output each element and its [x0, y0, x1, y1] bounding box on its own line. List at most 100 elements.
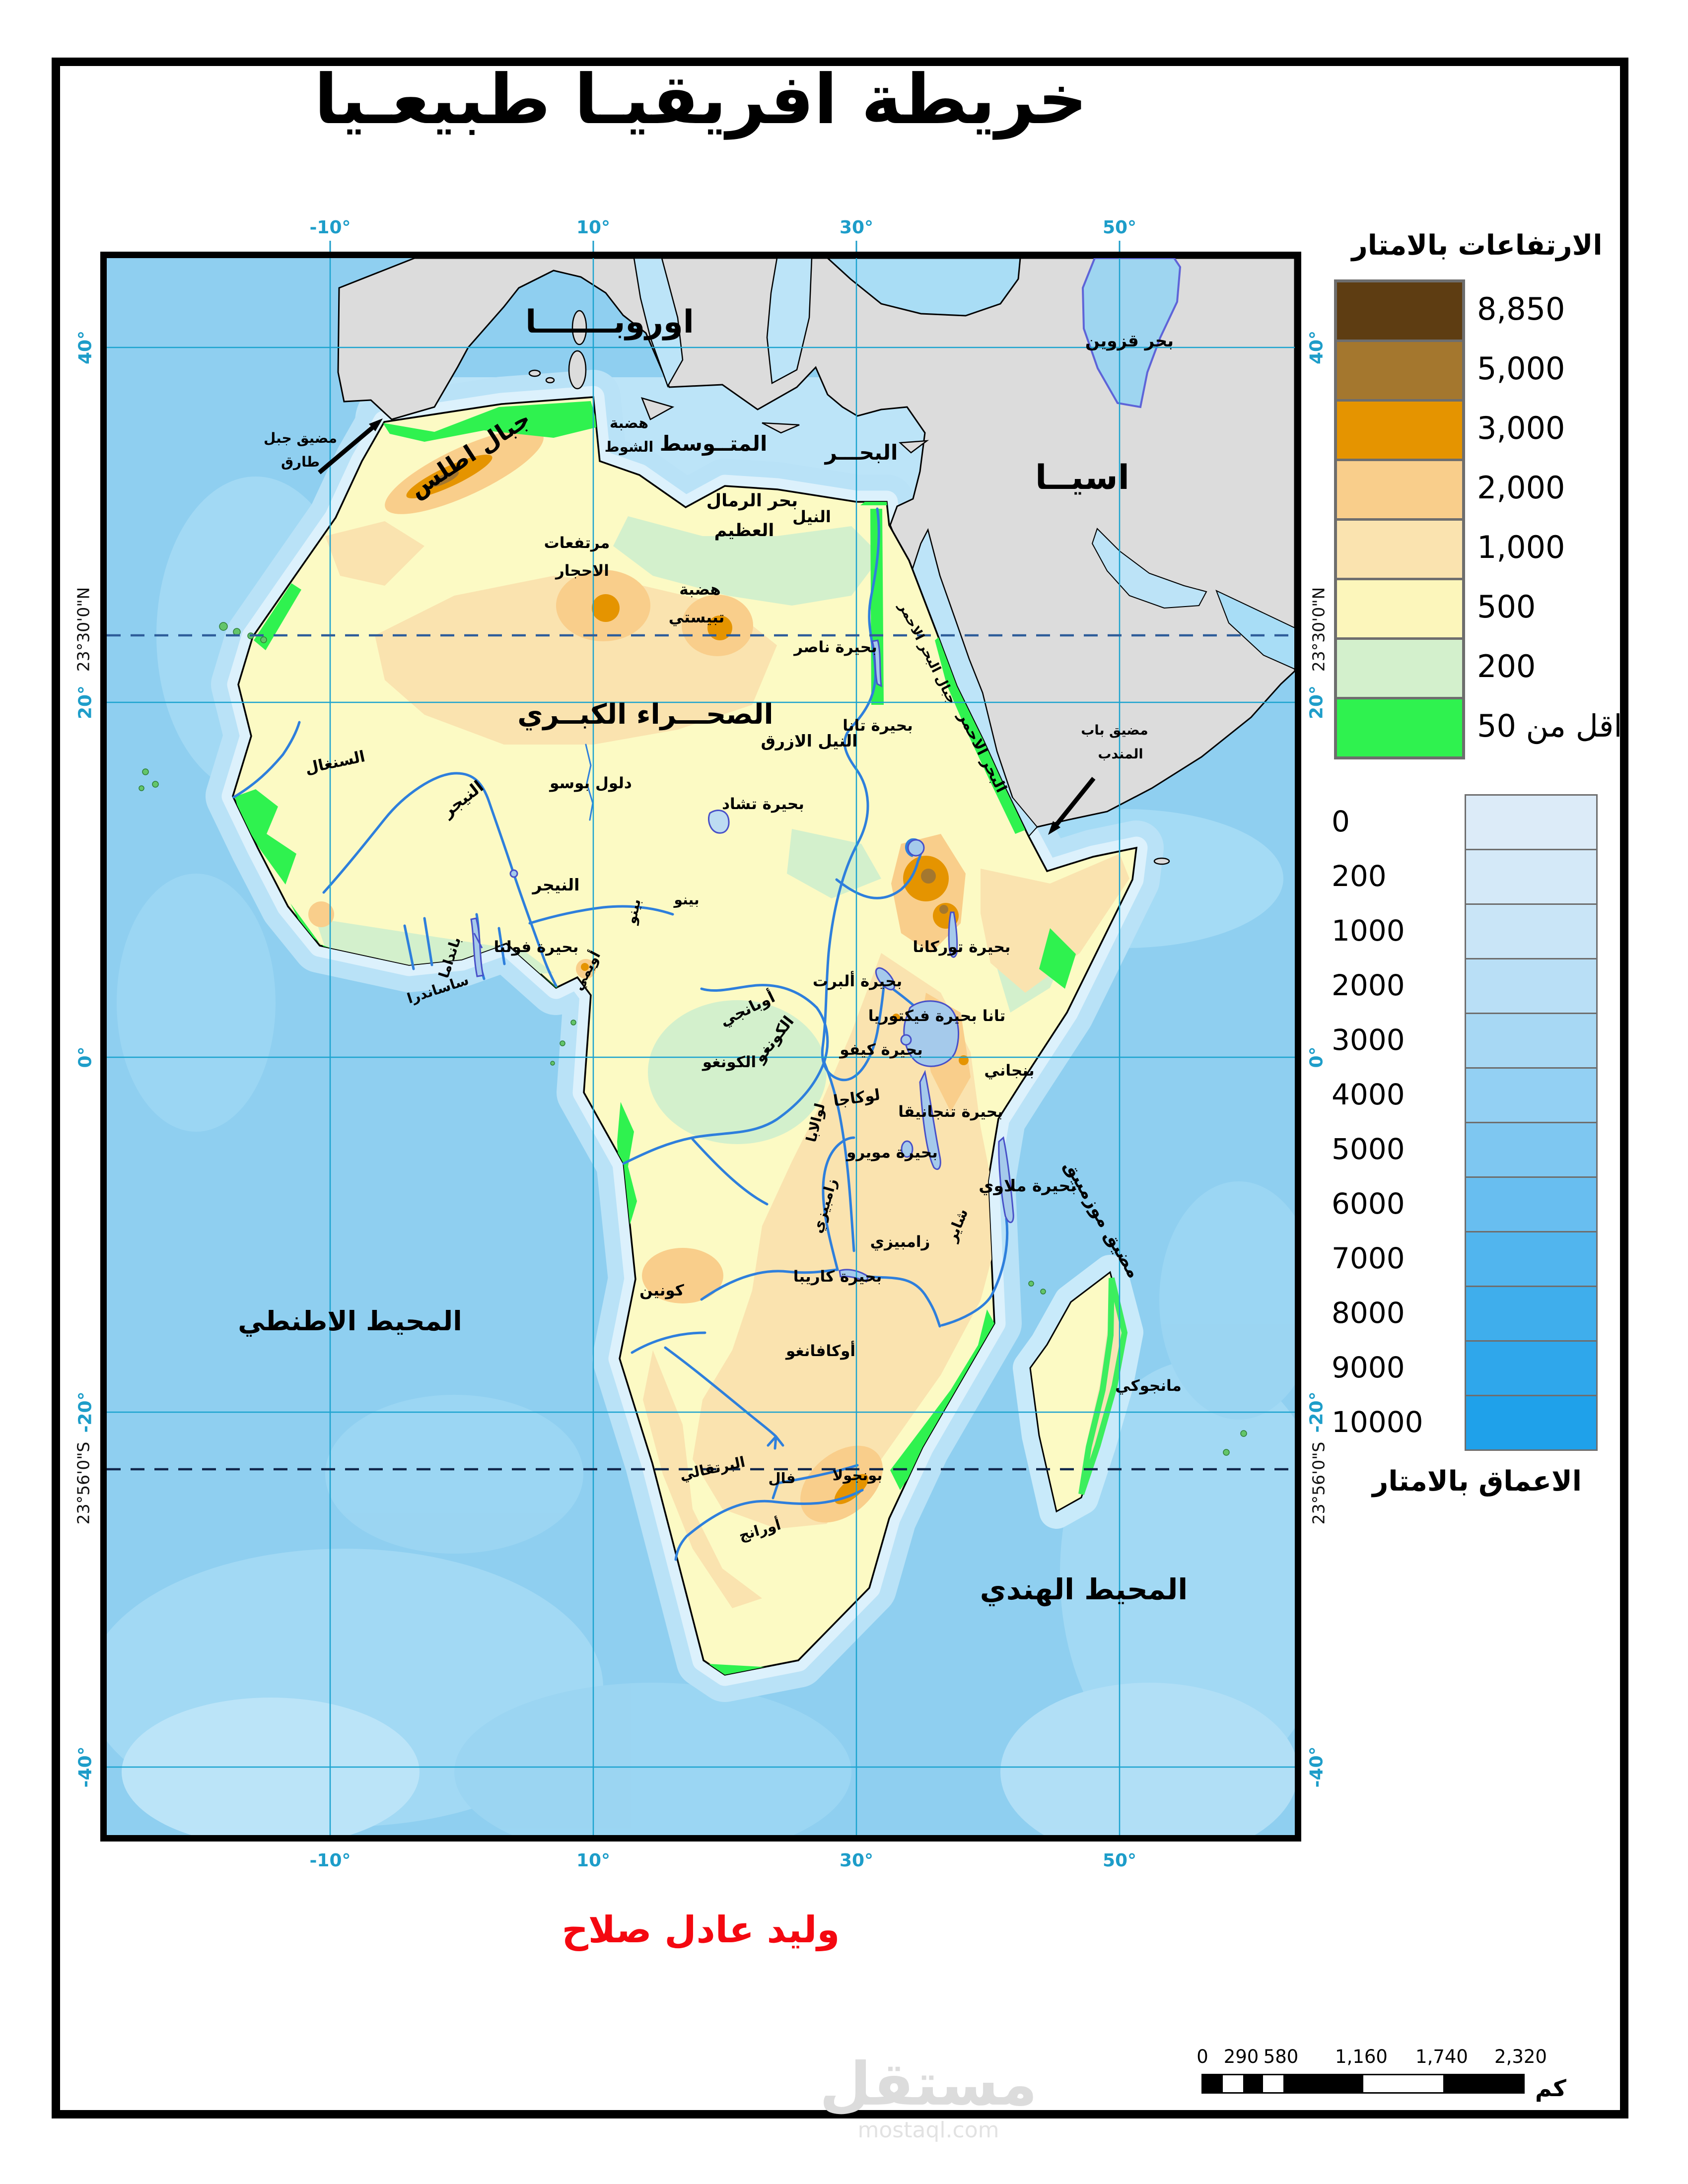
scalebar-tick-2320: 2,320	[1494, 2046, 1547, 2067]
gulf-of-oman	[1215, 590, 1295, 670]
elev-label: 500	[1477, 589, 1536, 625]
scalebar-tick-1740: 1,740	[1415, 2046, 1468, 2067]
lake-kariba-shape	[839, 1269, 869, 1283]
axis-right-m20: -20°	[1306, 1391, 1327, 1433]
author-name: وليد عادل صلاح	[562, 1909, 840, 1951]
depth-swatch-9000	[1466, 1340, 1596, 1395]
axis-left-cancer: 23°30'0"N	[73, 587, 93, 672]
label-turkana: بحيرة توركانا	[913, 938, 1011, 956]
label-gibraltar-2: طارق	[281, 454, 320, 470]
label-congo-b: الكونغو	[702, 1053, 756, 1071]
scalebar-tick-1160: 1,160	[1335, 2046, 1388, 2067]
scale-segment	[1203, 2075, 1223, 2092]
label-albert: بحيرة ألبرت	[813, 971, 902, 990]
elev-swatch-200	[1337, 637, 1462, 697]
scale-segment	[1263, 2075, 1283, 2092]
mediterranean-islands	[528, 310, 1170, 865]
cunene-river	[631, 1331, 706, 1354]
label-sahara: الصحـــراء الكبــري	[517, 698, 773, 731]
congo-river	[622, 1006, 829, 1165]
lake-victoria-shape	[903, 1000, 960, 1067]
elevation-legend-swatches	[1334, 279, 1465, 759]
lake-tana-shape	[907, 839, 925, 857]
bandama-river	[423, 917, 433, 966]
label-nasser: بحيرة ناصر	[793, 638, 877, 656]
lake-malawi-shape	[998, 1136, 1014, 1223]
tick	[329, 241, 331, 252]
lake-volta-shape	[470, 917, 484, 977]
label-sand-sea-2: العظيم	[714, 521, 774, 541]
lake-mweru-shape	[901, 1140, 914, 1158]
depth-label: 7000	[1332, 1241, 1405, 1275]
depth-label: 1000	[1332, 914, 1405, 948]
scale-bar	[1201, 2074, 1525, 2094]
africa-physical-map: اوروبـــــــا اسيــا بحر قزوين مضيق جبل …	[107, 258, 1295, 1835]
elev-swatch-1000	[1337, 518, 1462, 578]
depth-swatch-4000	[1466, 1067, 1596, 1122]
axis-right-0: 0°	[1306, 1046, 1327, 1068]
axis-top-m10: -10°	[309, 217, 351, 238]
label-chott-1: هضبة	[610, 414, 648, 431]
madagascar-green-fringe	[1078, 1277, 1128, 1495]
watermark-arabic: مستقل	[819, 2050, 1038, 2119]
orange-river	[674, 1489, 864, 1561]
graticule	[107, 258, 1295, 1835]
kainji-reservoir	[509, 869, 518, 878]
axis-left-m20: -20°	[75, 1391, 96, 1433]
label-nile: النيل	[792, 507, 831, 526]
label-bab-1: مضيق باب	[1081, 723, 1148, 738]
axis-bottom-30: 30°	[839, 1850, 874, 1871]
label-mangoky: مانجوكي	[1115, 1377, 1182, 1395]
blue-nile-river	[835, 838, 923, 899]
axis-right-40: 40°	[1306, 330, 1327, 365]
senegal-river	[232, 721, 301, 799]
watermark-latin: mostaql.com	[857, 2117, 999, 2143]
scalebar-unit: كم	[1535, 2075, 1566, 2102]
depth-label: 5000	[1332, 1132, 1405, 1166]
depth-label: 2000	[1332, 968, 1405, 1002]
label-vaal: فال	[768, 1470, 795, 1487]
sassandra-river	[403, 924, 415, 970]
scale-segment	[1363, 2075, 1443, 2092]
lakes	[470, 639, 1014, 1283]
axis-bottom-m10: -10°	[309, 1850, 351, 1871]
scale-segment	[1443, 2075, 1523, 2092]
label-pongola: بونجولا	[833, 1467, 883, 1484]
lake-chad-shape	[707, 810, 730, 834]
label-asia: اسيــا	[1035, 458, 1129, 497]
elev-label: 5,000	[1477, 350, 1565, 387]
depth-swatch-0	[1466, 796, 1596, 849]
elev-swatch-2000	[1337, 459, 1462, 518]
scalebar-tick-290: 290	[1223, 2046, 1259, 2067]
caspian-sea-shape	[1081, 258, 1182, 409]
elevation-legend-labels: 8,850 5,000 3,000 2,000 1,000 500 200 اق…	[1477, 279, 1622, 756]
label-chott-2: الشوط	[605, 438, 654, 455]
depth-label: 0	[1332, 805, 1350, 838]
lake-kivu-shape	[900, 1034, 912, 1046]
label-tana-lake: بحيرة تانا	[843, 717, 913, 735]
label-med-west: المتــوسط	[660, 431, 768, 456]
depth-legend-swatches	[1465, 794, 1598, 1451]
elev-swatch-8850	[1337, 282, 1462, 340]
axis-bottom-10: 10°	[576, 1850, 611, 1871]
label-kariba: بحيرة كاريبا	[793, 1268, 882, 1286]
label-indian-ocean: المحيط الهندي	[980, 1572, 1188, 1607]
lake-nasser-shape	[871, 639, 882, 687]
elev-label: 1,000	[1477, 529, 1565, 565]
axis-left-m40: -40°	[75, 1746, 96, 1788]
axis-right-cancer: 23°30'0"N	[1309, 587, 1329, 672]
black-sea	[826, 258, 1021, 317]
depth-swatch-6000	[1466, 1176, 1596, 1231]
zambezi-river	[700, 1268, 941, 1328]
persian-gulf	[1091, 528, 1207, 609]
label-cunene: كونين	[639, 1282, 685, 1299]
lake-turkana-shape	[948, 911, 958, 958]
axis-left-40: 40°	[75, 330, 96, 365]
scale-segment	[1243, 2075, 1263, 2092]
upper-zambezi	[822, 1136, 855, 1271]
axis-bottom-50: 50°	[1102, 1850, 1137, 1871]
depth-swatch-7000	[1466, 1231, 1596, 1286]
depth-label: 3000	[1332, 1023, 1405, 1057]
label-bab-2: المندب	[1098, 747, 1143, 762]
